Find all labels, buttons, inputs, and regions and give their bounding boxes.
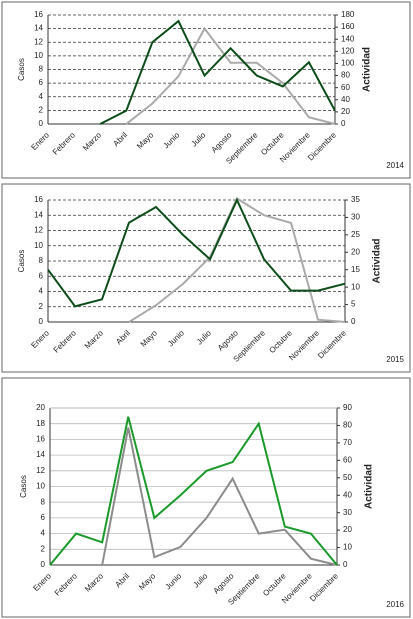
y2-tick-label: 80 [341,71,350,80]
y-tick-label: 6 [39,271,44,280]
series-line [101,427,338,566]
y2-tick-label: 30 [351,213,360,222]
panel [1,377,411,618]
y2-tick-label: 20 [343,525,352,534]
y2-tick-label: 10 [351,282,360,291]
y-tick-label: 16 [34,195,43,204]
year-label: 2014 [386,161,404,170]
y-tick-label: 20 [36,403,45,412]
y-tick-label: 12 [34,37,43,46]
y2-tick-label: 10 [343,543,352,552]
series-line [49,416,338,566]
y-axis-label: Casos [19,475,28,498]
y2-tick-label: 180 [341,10,355,19]
y2-tick-label: 5 [351,300,356,309]
y2-axis-label: Actividad [372,238,383,283]
y-tick-label: 8 [39,65,44,74]
y2-tick-label: 50 [343,473,352,482]
y2-tick-label: 100 [341,59,355,68]
y-tick-label: 6 [39,78,44,87]
y2-tick-label: 30 [343,508,352,517]
y2-tick-label: 40 [343,490,352,499]
y2-tick-label: 140 [341,34,355,43]
y-tick-label: 2 [39,302,44,311]
y2-tick-label: 25 [351,230,360,239]
y2-axis-label: Actividad [364,464,375,509]
y2-tick-label: 0 [341,119,346,128]
y-tick-label: 4 [41,529,46,538]
y-tick-label: 4 [39,287,44,296]
year-label: 2016 [386,600,404,609]
y2-tick-label: 60 [341,83,350,92]
y-tick-label: 10 [34,51,43,60]
y-tick-label: 4 [39,92,44,101]
y2-axis-label: Actividad [362,47,373,92]
y2-tick-label: 80 [343,421,352,430]
y-tick-label: 16 [36,435,45,444]
series-line [99,19,336,125]
y-tick-label: 10 [34,241,43,250]
series-line [125,26,336,125]
y-tick-label: 0 [39,317,44,326]
y-axis-label: Casos [17,250,26,273]
y-tick-label: 16 [34,10,43,19]
y-tick-label: 14 [34,210,43,219]
y-tick-label: 14 [34,24,43,33]
y-tick-label: 0 [39,119,44,128]
y2-tick-label: 60 [343,455,352,464]
y-tick-label: 18 [36,419,45,428]
y-tick-label: 2 [39,105,44,114]
y2-tick-label: 160 [341,22,355,31]
year-label: 2015 [386,355,404,364]
y2-tick-label: 120 [341,46,355,55]
y2-tick-label: 40 [341,95,350,104]
y2-tick-label: 15 [351,265,360,274]
y-tick-label: 12 [36,466,45,475]
y-tick-label: 14 [36,450,45,459]
y2-tick-label: 0 [351,317,356,326]
series-line [47,197,346,308]
y-tick-label: 6 [41,513,46,522]
y2-tick-label: 70 [343,438,352,447]
y2-tick-label: 90 [343,403,352,412]
y2-tick-label: 20 [341,107,350,116]
y-tick-label: 0 [41,560,46,569]
y2-tick-label: 0 [343,560,348,569]
y-tick-label: 8 [41,497,46,506]
y-tick-label: 2 [41,544,46,553]
y-axis-label: Casos [17,58,26,81]
y-tick-label: 10 [36,482,45,491]
y-tick-label: 12 [34,226,43,235]
y2-tick-label: 35 [351,195,360,204]
y-tick-label: 8 [39,256,44,265]
y2-tick-label: 20 [351,247,360,256]
